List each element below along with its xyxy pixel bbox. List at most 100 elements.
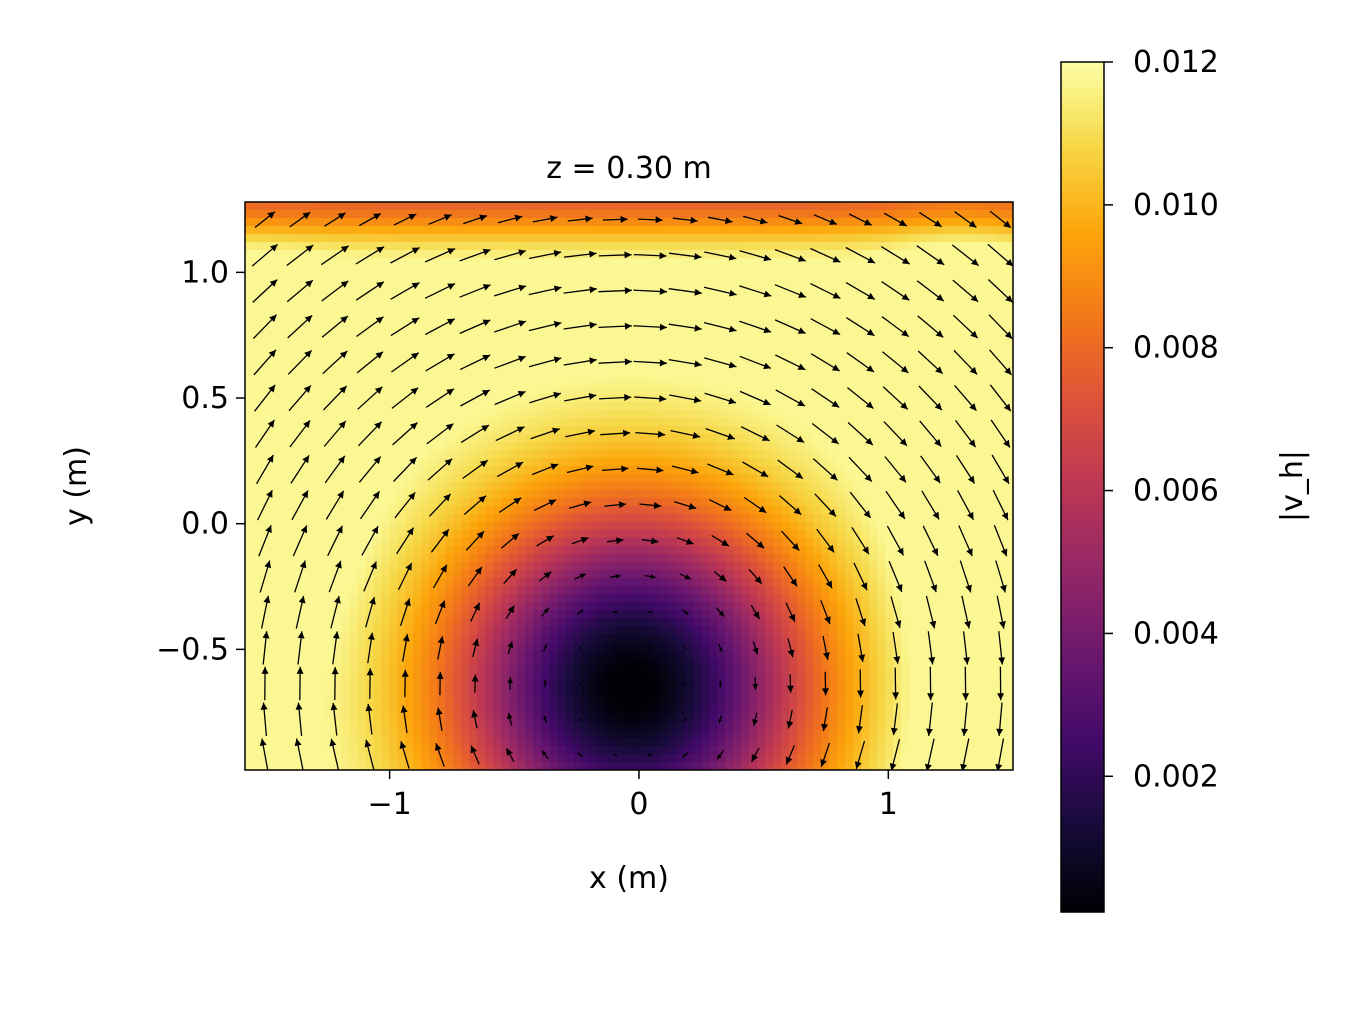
heatmap-cell: [365, 682, 374, 691]
heatmap-cell: [373, 570, 382, 579]
heatmap-cell: [789, 706, 798, 715]
heatmap-cell: [461, 274, 470, 283]
heatmap-cell: [245, 714, 254, 723]
heatmap-cell: [621, 266, 630, 275]
heatmap-cell: [741, 314, 750, 323]
heatmap-cell: [301, 466, 310, 475]
heatmap-cell: [493, 322, 502, 331]
heatmap-cell: [421, 562, 430, 571]
heatmap-cell: [773, 314, 782, 323]
heatmap-cell: [517, 730, 526, 739]
heatmap-cell: [749, 210, 758, 219]
heatmap-cell: [421, 578, 430, 587]
heatmap-cell: [365, 522, 374, 531]
heatmap-cell: [621, 378, 630, 387]
heatmap-cell: [677, 370, 686, 379]
heatmap-cell: [605, 426, 614, 435]
heatmap-cell: [717, 690, 726, 699]
heatmap-cell: [357, 762, 366, 770]
heatmap-cell: [661, 730, 670, 739]
heatmap-cell: [533, 298, 542, 307]
heatmap-cell: [773, 578, 782, 587]
heatmap-cell: [613, 258, 622, 267]
heatmap-cell: [749, 762, 758, 770]
heatmap-cell: [429, 466, 438, 475]
heatmap-cell: [453, 346, 462, 355]
heatmap-cell: [509, 202, 518, 211]
heatmap-cell: [517, 434, 526, 443]
heatmap-cell: [381, 618, 390, 627]
heatmap-cell: [653, 610, 662, 619]
heatmap-cell: [805, 370, 814, 379]
heatmap-cell: [781, 706, 790, 715]
heatmap-cell: [565, 442, 574, 451]
heatmap-cell: [589, 586, 598, 595]
heatmap-cell: [749, 514, 758, 523]
heatmap-cell: [509, 682, 518, 691]
heatmap-cell: [693, 386, 702, 395]
heatmap-cell: [597, 210, 606, 219]
heatmap-cell: [581, 362, 590, 371]
heatmap-cell: [573, 410, 582, 419]
heatmap-cell: [373, 626, 382, 635]
heatmap-cell: [693, 714, 702, 723]
heatmap-cell: [333, 442, 342, 451]
heatmap-cell: [765, 410, 774, 419]
heatmap-cell: [397, 426, 406, 435]
heatmap-cell: [709, 258, 718, 267]
heatmap-cell: [621, 690, 630, 699]
heatmap-cell: [421, 242, 430, 251]
heatmap-cell: [373, 226, 382, 235]
heatmap-cell: [373, 338, 382, 347]
heatmap-cell: [629, 522, 638, 531]
heatmap-cell: [637, 274, 646, 283]
heatmap-cell: [517, 706, 526, 715]
heatmap-cell: [557, 594, 566, 603]
heatmap-cell: [309, 458, 318, 467]
heatmap-cell: [605, 506, 614, 515]
heatmap-cell: [733, 306, 742, 315]
heatmap-cell: [661, 514, 670, 523]
heatmap-cell: [269, 458, 278, 467]
heatmap-cell: [749, 282, 758, 291]
heatmap-cell: [309, 522, 318, 531]
heatmap-cell: [765, 338, 774, 347]
heatmap-cell: [269, 578, 278, 587]
heatmap-cell: [573, 714, 582, 723]
heatmap-cell: [597, 282, 606, 291]
heatmap-cell: [733, 370, 742, 379]
heatmap-cell: [757, 674, 766, 683]
heatmap-cell: [757, 586, 766, 595]
heatmap-cell: [765, 298, 774, 307]
heatmap-cell: [717, 282, 726, 291]
heatmap-cell: [349, 530, 358, 539]
heatmap-cell: [661, 506, 670, 515]
heatmap-cell: [605, 410, 614, 419]
heatmap-cell: [637, 634, 646, 643]
heatmap-cell: [533, 506, 542, 515]
heatmap-cell: [421, 274, 430, 283]
heatmap-cell: [477, 450, 486, 459]
heatmap-cell: [557, 682, 566, 691]
heatmap-cell: [317, 658, 326, 667]
heatmap-cell: [693, 482, 702, 491]
heatmap-cell: [525, 202, 534, 211]
heatmap-cell: [301, 306, 310, 315]
heatmap-cell: [493, 450, 502, 459]
heatmap-cell: [397, 498, 406, 507]
heatmap-cell: [645, 210, 654, 219]
heatmap-cell: [261, 578, 270, 587]
heatmap-cell: [781, 266, 790, 275]
heatmap-cell: [493, 514, 502, 523]
heatmap-cell: [317, 434, 326, 443]
heatmap-cell: [277, 330, 286, 339]
heatmap-cell: [541, 346, 550, 355]
heatmap-cell: [437, 394, 446, 403]
heatmap-cell: [557, 282, 566, 291]
heatmap-cell: [541, 386, 550, 395]
heatmap-cell: [261, 354, 270, 363]
heatmap-cell: [733, 594, 742, 603]
heatmap-cell: [349, 346, 358, 355]
heatmap-cell: [669, 426, 678, 435]
